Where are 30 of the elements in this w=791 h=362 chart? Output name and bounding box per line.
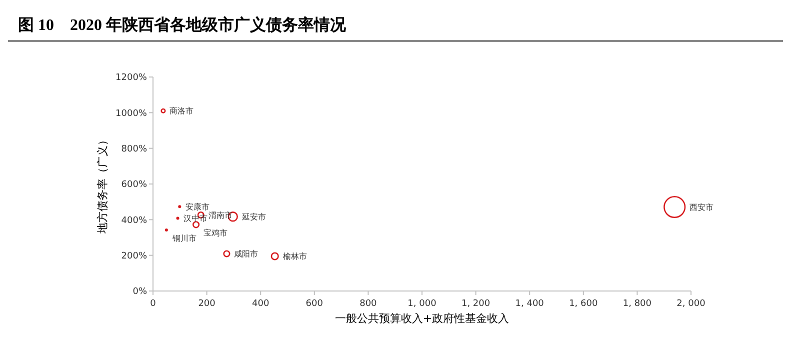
x-axis-title: 一般公共预算收入+政府性基金收入 — [334, 312, 510, 325]
x-tick-label: 1, 600 — [569, 299, 598, 309]
annotation: 榆林市 — [282, 252, 307, 262]
y-tick-label: 600% — [121, 180, 148, 190]
x-tick-label: 1, 800 — [622, 299, 652, 309]
x-tick-label: 0 — [150, 299, 156, 309]
y-tick-label: 200% — [121, 251, 148, 262]
y-tick-label: 800% — [121, 144, 148, 154]
x-tick-label: 1, 200 — [461, 299, 490, 309]
x-tick-label: 1, 400 — [515, 299, 544, 309]
x-tick-label: 1, 000 — [408, 299, 437, 309]
chart-title: 图 10 2020 年陕西省各地级市广义债务率情况 — [18, 15, 347, 34]
annotation: 汉中市 — [184, 214, 208, 224]
y-tick-label: 400% — [121, 216, 148, 226]
annotation: 安康市 — [186, 202, 210, 212]
x-tick-label: 400 — [252, 299, 270, 309]
annotation: 延安市 — [240, 212, 266, 222]
annotation: 西安市 — [690, 202, 714, 212]
y-axis-title: 地方债务率（广义） — [96, 134, 109, 234]
x-tick-label: 600 — [306, 299, 324, 309]
annotation: 商洛市 — [170, 106, 194, 116]
annotation: 铜川市 — [171, 234, 196, 243]
y-tick-label: 1200% — [116, 73, 148, 84]
annotation: 宝鸡市 — [204, 228, 228, 238]
annotation: 咸阳市 — [234, 250, 258, 259]
x-tick-label: 800 — [360, 299, 378, 309]
y-tick-label: 1000% — [116, 108, 148, 119]
x-tick-label: 200 — [198, 299, 216, 309]
y-tick-label: 0% — [132, 287, 148, 298]
x-tick-label: 2, 000 — [676, 299, 706, 309]
